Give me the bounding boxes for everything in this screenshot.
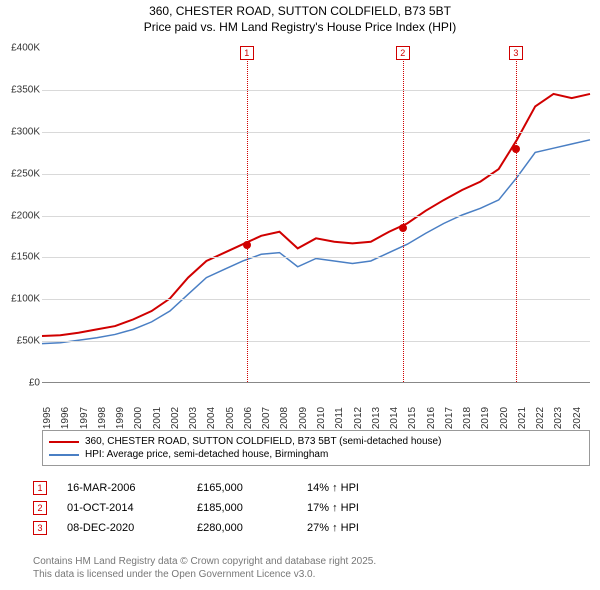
x-axis-label: 2010 <box>316 407 327 429</box>
legend: 360, CHESTER ROAD, SUTTON COLDFIELD, B73… <box>42 430 590 466</box>
event-badge: 1 <box>33 481 47 495</box>
y-axis-label: £400K <box>0 43 40 54</box>
footnote: Contains HM Land Registry data © Crown c… <box>33 555 590 581</box>
y-axis-label: £300K <box>0 126 40 137</box>
event-price: £280,000 <box>197 522 307 534</box>
gridline <box>42 299 590 300</box>
y-axis-label: £150K <box>0 252 40 263</box>
x-axis-label: 2002 <box>170 407 181 429</box>
gridline <box>42 132 590 133</box>
events-table: 1 16-MAR-2006 £165,000 14% ↑ HPI 2 01-OC… <box>33 478 590 538</box>
x-axis-label: 2023 <box>553 407 564 429</box>
x-axis-label: 2019 <box>480 407 491 429</box>
hpi-line <box>42 140 590 344</box>
legend-label: HPI: Average price, semi-detached house,… <box>85 449 328 460</box>
x-axis-label: 2001 <box>152 407 163 429</box>
event-row: 2 01-OCT-2014 £185,000 17% ↑ HPI <box>33 498 590 518</box>
event-diff: 14% ↑ HPI <box>307 482 359 494</box>
gridline <box>42 90 590 91</box>
x-axis-label: 1997 <box>79 407 90 429</box>
x-axis-label: 2014 <box>389 407 400 429</box>
x-axis-label: 2000 <box>133 407 144 429</box>
x-axis-label: 2020 <box>499 407 510 429</box>
x-axis-label: 2008 <box>279 407 290 429</box>
x-axis-label: 2024 <box>572 407 583 429</box>
x-axis-label: 2017 <box>444 407 455 429</box>
gridline <box>42 174 590 175</box>
title-subtitle: Price paid vs. HM Land Registry's House … <box>0 20 600 36</box>
event-price: £185,000 <box>197 502 307 514</box>
event-badge: 3 <box>33 521 47 535</box>
event-date: 08-DEC-2020 <box>67 522 197 534</box>
event-date: 16-MAR-2006 <box>67 482 197 494</box>
marker-dot <box>512 145 520 153</box>
event-row: 1 16-MAR-2006 £165,000 14% ↑ HPI <box>33 478 590 498</box>
x-axis-label: 2009 <box>298 407 309 429</box>
marker-dot <box>399 224 407 232</box>
x-axis-label: 2003 <box>188 407 199 429</box>
marker-line <box>516 48 517 382</box>
gridline <box>42 216 590 217</box>
marker-dot <box>243 241 251 249</box>
gridline <box>42 341 590 342</box>
x-axis-label: 2016 <box>426 407 437 429</box>
x-axis-label: 2011 <box>334 407 345 429</box>
y-axis-label: £0 <box>0 378 40 389</box>
y-axis-label: £50K <box>0 336 40 347</box>
marker-badge: 2 <box>396 46 410 60</box>
x-axis-labels: 1995 1996 1997 1998 1999 2000 2001 2002 2003 2004… <box>42 386 590 426</box>
x-axis-label: 2022 <box>535 407 546 429</box>
legend-label: 360, CHESTER ROAD, SUTTON COLDFIELD, B73… <box>85 436 441 447</box>
y-axis-label: £250K <box>0 168 40 179</box>
legend-item: HPI: Average price, semi-detached house,… <box>49 448 583 461</box>
legend-swatch <box>49 441 79 443</box>
event-diff: 27% ↑ HPI <box>307 522 359 534</box>
marker-badge: 3 <box>509 46 523 60</box>
x-axis-label: 2015 <box>407 407 418 429</box>
marker-line <box>247 48 248 382</box>
legend-item: 360, CHESTER ROAD, SUTTON COLDFIELD, B73… <box>49 435 583 448</box>
y-axis-label: £200K <box>0 210 40 221</box>
x-axis-label: 2021 <box>517 407 528 429</box>
x-axis-label: 2005 <box>225 407 236 429</box>
event-price: £165,000 <box>197 482 307 494</box>
x-axis-label: 2012 <box>353 407 364 429</box>
x-axis-label: 2006 <box>243 407 254 429</box>
chart-plot-area: £0£50K£100K£150K£200K£250K£300K£350K£400… <box>42 48 590 383</box>
x-axis-label: 1999 <box>115 407 126 429</box>
x-axis-label: 2007 <box>261 407 272 429</box>
x-axis-label: 2004 <box>206 407 217 429</box>
event-badge: 2 <box>33 501 47 515</box>
x-axis-label: 1996 <box>60 407 71 429</box>
footnote-line: Contains HM Land Registry data © Crown c… <box>33 555 590 568</box>
footnote-line: This data is licensed under the Open Gov… <box>33 568 590 581</box>
y-axis-label: £350K <box>0 84 40 95</box>
marker-badge: 1 <box>240 46 254 60</box>
x-axis-label: 1998 <box>97 407 108 429</box>
chart-container: 360, CHESTER ROAD, SUTTON COLDFIELD, B73… <box>0 0 600 590</box>
x-axis-label: 2018 <box>462 407 473 429</box>
legend-swatch <box>49 454 79 456</box>
x-axis-label: 2013 <box>371 407 382 429</box>
event-diff: 17% ↑ HPI <box>307 502 359 514</box>
event-row: 3 08-DEC-2020 £280,000 27% ↑ HPI <box>33 518 590 538</box>
x-axis-label: 1995 <box>42 407 53 429</box>
gridline <box>42 257 590 258</box>
title-address: 360, CHESTER ROAD, SUTTON COLDFIELD, B73… <box>0 4 600 20</box>
marker-line <box>403 48 404 382</box>
y-axis-label: £100K <box>0 294 40 305</box>
event-date: 01-OCT-2014 <box>67 502 197 514</box>
title-block: 360, CHESTER ROAD, SUTTON COLDFIELD, B73… <box>0 0 600 35</box>
